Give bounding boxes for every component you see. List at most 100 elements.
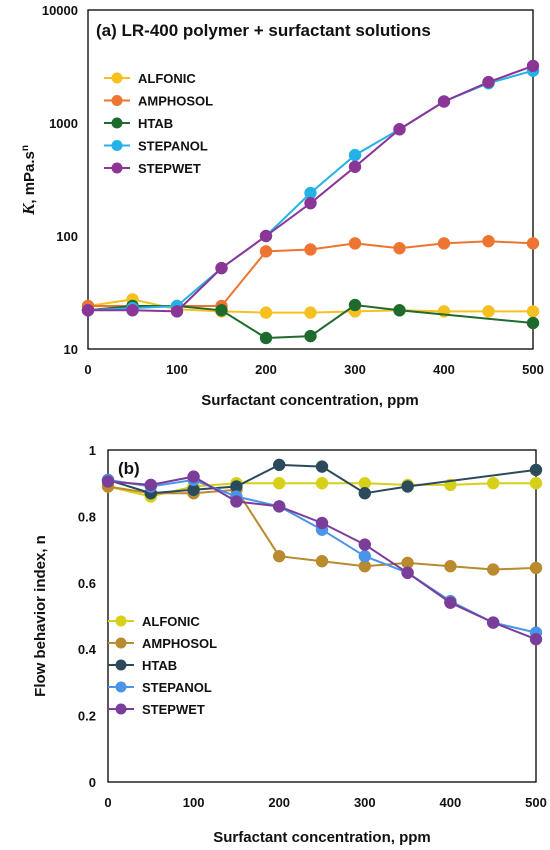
legend-swatch-marker	[115, 703, 127, 715]
panel-b-data-point-stepanol	[358, 549, 372, 563]
panel-a-y-axis-unit: , mPa.s	[21, 151, 38, 204]
panel-a-data-point-stepwet	[215, 261, 228, 275]
panel-b-data-point-stepwet	[529, 632, 543, 646]
panel-a-data-point-amphosol	[437, 237, 451, 250]
panel-a-data-point-stepanol	[348, 148, 362, 162]
legend-entry-stepanol: STEPANOL	[142, 680, 212, 695]
panel-a-data-point-htab	[215, 304, 228, 317]
panel-b-data-point-alfonic	[529, 476, 543, 490]
panel-b-data-point-stepwet	[315, 516, 329, 530]
panel-a-data-point-htab	[526, 316, 540, 330]
panel-b-data-point-stepwet	[230, 495, 243, 508]
panel-a-title: (a) LR-400 polymer + surfactant solution…	[96, 21, 431, 40]
panel-a-plot-area	[87, 9, 534, 350]
panel-a-data-point-alfonic	[482, 305, 495, 318]
panel-b-y-axis-title: Flow behavior index, n	[32, 535, 49, 697]
panel-b-data-point-stepwet	[272, 500, 286, 513]
panel-b-data-point-alfonic	[315, 476, 329, 490]
panel-b-y-tick-label: 0.6	[78, 576, 96, 591]
legend-entry-alfonic: ALFONIC	[142, 614, 200, 629]
legend-entry-amphosol: AMPHOSOL	[138, 94, 213, 109]
panel-a-data-point-amphosol	[393, 241, 406, 255]
legend-entry-htab: HTAB	[138, 116, 173, 131]
panel-a-data-point-amphosol	[482, 234, 495, 248]
panel-a-data-point-stepwet	[304, 196, 317, 210]
panel-b-data-point-stepwet	[401, 566, 414, 580]
panel-a-data-point-stepwet	[348, 160, 362, 174]
panel-a-y-tick-label: 1000	[49, 116, 78, 131]
panel-a-x-axis-title: Surfactant concentration, ppm	[201, 392, 419, 409]
panel-b-data-point-stepwet	[444, 596, 457, 609]
panel-b-y-tick-label: 1	[89, 443, 96, 458]
panel-a-data-point-stepwet	[126, 304, 139, 317]
legend-swatch-marker	[111, 95, 123, 106]
panel-b-y-tick-label: 0.2	[78, 709, 96, 724]
panel-b-y-tick-label: 0.4	[78, 642, 97, 657]
panel-b-x-tick-label: 400	[440, 795, 462, 810]
panel-b-data-point-htab	[272, 458, 286, 472]
panel-b-data-point-amphosol	[444, 559, 457, 573]
panel-a-data-point-stepwet	[170, 305, 184, 318]
panel-a-x-tick-label: 100	[166, 362, 188, 377]
panel-b: (b) Surfactant concentration, ppm Flow b…	[32, 443, 547, 846]
legend-swatch-marker	[111, 162, 123, 174]
legend-swatch-marker	[115, 681, 127, 693]
panel-b-data-point-htab	[401, 480, 414, 493]
panel-a-data-point-amphosol	[526, 237, 540, 250]
panel-b-data-point-stepwet	[101, 475, 115, 488]
panel-a-data-point-stepwet	[482, 75, 495, 89]
legend-swatch-marker	[115, 637, 127, 649]
panel-a-data-point-amphosol	[348, 237, 362, 250]
legend-entry-stepanol: STEPANOL	[138, 139, 208, 154]
panel-a-x-tick-label: 0	[84, 362, 91, 377]
legend-swatch-marker	[115, 659, 127, 671]
panel-a-y-axis-exponent: n	[20, 145, 31, 151]
panel-b-data-point-htab	[358, 486, 372, 500]
panel-b-x-tick-label: 100	[183, 795, 205, 810]
panel-b-x-tick-label: 200	[268, 795, 290, 810]
panel-b-data-point-amphosol	[529, 561, 543, 575]
panel-b-data-point-htab	[529, 463, 543, 477]
panel-a-data-point-stepwet	[437, 95, 451, 108]
panel-a-data-point-stepwet	[526, 59, 540, 73]
panel-a-data-point-htab	[348, 298, 362, 312]
panel-a-x-tick-label: 200	[255, 362, 277, 377]
legend-entry-alfonic: ALFONIC	[138, 71, 196, 86]
panel-a-data-point-htab	[259, 331, 273, 345]
panel-b-data-point-stepwet	[486, 616, 500, 629]
panel-a-y-tick-label: 10000	[42, 3, 78, 18]
panel-a-data-point-stepwet	[81, 304, 95, 317]
panel-b-x-tick-label: 0	[104, 795, 111, 810]
legend-swatch-marker	[111, 140, 123, 151]
panel-a-y-tick-label: 10	[64, 342, 78, 357]
panel-a-data-point-amphosol	[304, 243, 317, 256]
panel-a-x-tick-label: 500	[522, 362, 544, 377]
legend-entry-stepwet: STEPWET	[138, 161, 201, 176]
legend-entry-amphosol: AMPHOSOL	[142, 636, 217, 651]
panel-a: (a) LR-400 polymer + surfactant solution…	[19, 3, 544, 409]
panel-b-x-tick-label: 500	[525, 795, 547, 810]
legend-entry-htab: HTAB	[142, 658, 177, 673]
legend-swatch-marker	[111, 72, 123, 84]
panel-b-title: (b)	[118, 459, 140, 478]
panel-b-data-point-amphosol	[272, 549, 286, 563]
panel-a-y-axis-symbol: K	[19, 202, 38, 216]
panel-a-data-point-alfonic	[304, 306, 317, 319]
panel-a-data-point-htab	[304, 329, 317, 343]
panel-b-data-point-alfonic	[272, 476, 286, 490]
panel-a-data-point-htab	[393, 304, 406, 317]
panel-a-data-point-stepwet	[259, 229, 273, 243]
panel-b-plot-area	[107, 449, 537, 783]
panel-b-y-tick-label: 0	[89, 775, 96, 790]
panel-a-y-tick-label: 100	[56, 229, 78, 244]
panel-a-y-axis-title: K, mPa.sn	[19, 145, 38, 216]
legend-swatch-marker	[115, 615, 127, 627]
panel-a-x-tick-label: 300	[344, 362, 366, 377]
panel-b-data-point-stepwet	[144, 478, 158, 492]
panel-a-data-point-stepwet	[393, 123, 406, 136]
legend-entry-stepwet: STEPWET	[142, 702, 205, 717]
panel-b-data-point-htab	[315, 460, 329, 473]
legend-swatch-marker	[111, 117, 123, 129]
panel-a-data-point-alfonic	[259, 306, 273, 319]
